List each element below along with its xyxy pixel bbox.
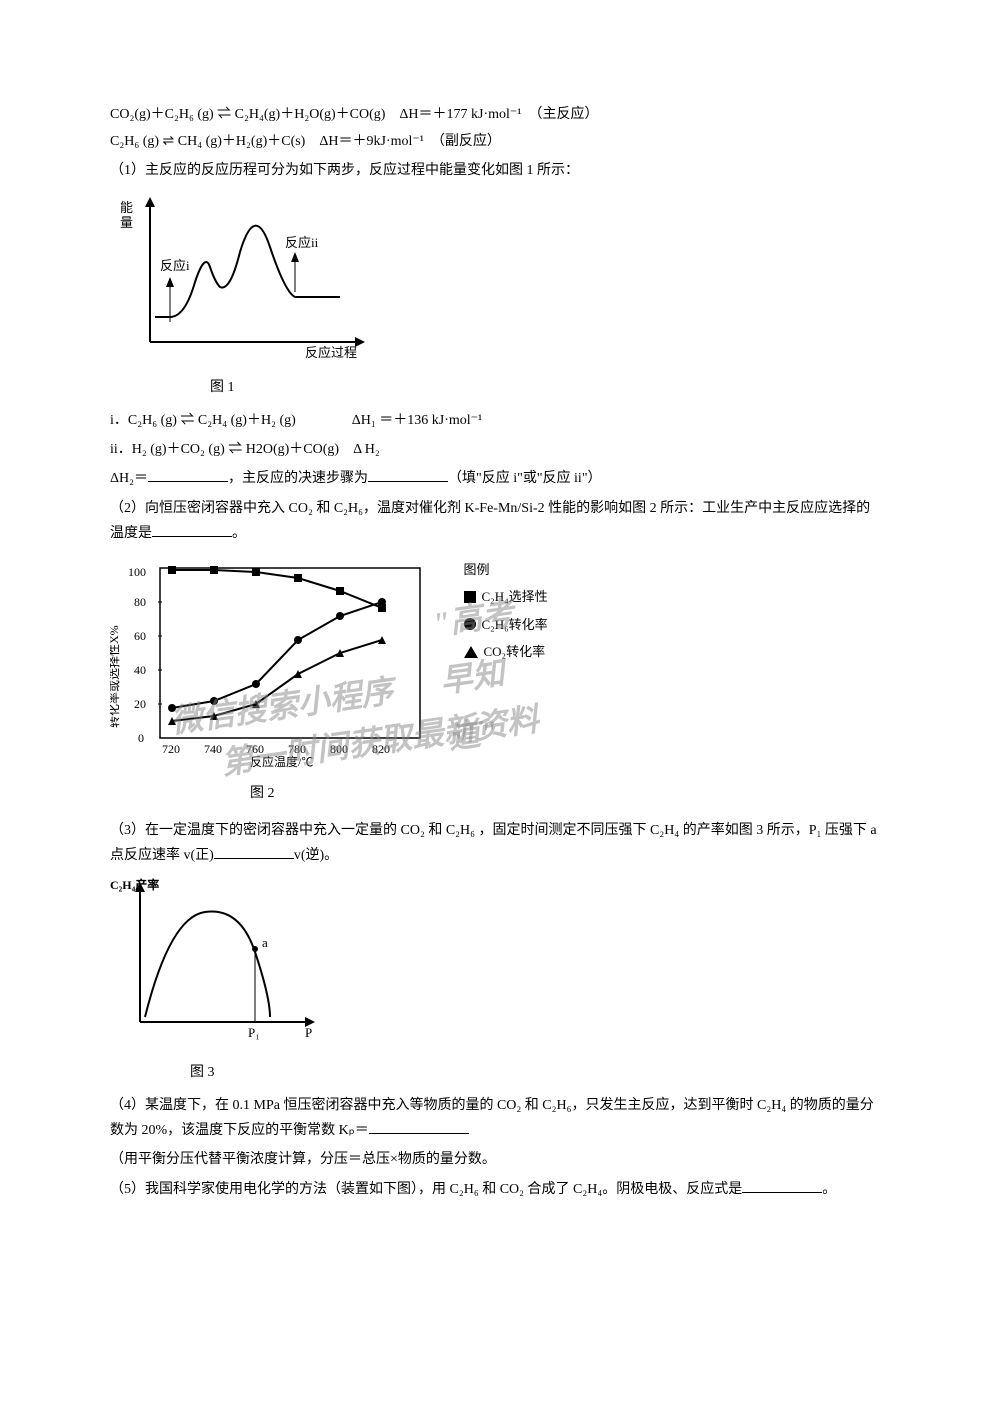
svg-text:780: 780 (288, 742, 306, 756)
figure-1: 能 量 反应过程 反应i 反应ii 图 1 (110, 192, 882, 400)
q1-dh2-b: ，主反应的决速步骤为 (228, 471, 368, 486)
legend-label-2: CO₂转化率 (484, 640, 546, 663)
fig3-point-a: a (262, 935, 268, 950)
circle-marker-icon (464, 618, 476, 630)
q1-dh2-line: ΔH₂＝ ，主反应的决速步骤为 （填"反应 i"或"反应 ii"） (110, 466, 882, 491)
q4-intro-b: （用平衡分压代替平衡浓度计算，分压＝总压×物质的量分数。 (110, 1147, 882, 1172)
legend-label-0: C₂H₄选择性 (482, 585, 548, 608)
q5-intro-b: 。 (822, 1182, 836, 1197)
fig3-xlabel: P (305, 1025, 312, 1040)
q1-step-ii: ii．H₂ (g)＋CO₂ (g) ⇌ H2O(g)＋CO(g) Δ H₂ (110, 437, 882, 462)
q2-suffix: 。 (232, 526, 246, 541)
svg-text:量: 量 (120, 215, 133, 230)
legend-item-selectivity: C₂H₄选择性 (464, 585, 548, 608)
figure-2: 0 20 40 60 80 100 720 740 760 780 800 82… (110, 558, 548, 806)
blank-electrode[interactable] (742, 1177, 822, 1193)
fig1-ylabel: 能 (120, 200, 133, 215)
fig2-ylabel: 转化率或选择性X% (110, 625, 121, 728)
svg-text:20: 20 (134, 697, 146, 711)
fig2-legend: 图例 C₂H₄选择性 C₂H₆转化率 CO₂转化率 (464, 558, 548, 668)
blank-temperature[interactable] (152, 521, 232, 537)
fig2-xlabel: 反应温度/℃ (250, 754, 313, 768)
q4-intro-a: （4）某温度下，在 0.1 MPa 恒压密闭容器中充入等物质的量的 CO₂ 和 … (110, 1098, 874, 1138)
svg-text:820: 820 (372, 742, 390, 756)
square-marker-icon (464, 591, 476, 603)
svg-text:100: 100 (128, 565, 146, 579)
main-reaction-equation: CO₂(g)＋C₂H₆ (g) ⇌ C₂H₄(g)＋H₂O(g)＋CO(g) Δ… (110, 102, 882, 127)
svg-text:760: 760 (246, 742, 264, 756)
legend-label-1: C₂H₆转化率 (482, 613, 548, 636)
blank-dh2[interactable] (148, 466, 228, 482)
q5-intro-a: （5）我国科学家使用电化学的方法（装置如下图），用 C₂H₆ 和 CO₂ 合成了… (110, 1182, 742, 1197)
svg-text:720: 720 (162, 742, 180, 756)
q1-dh2-c: （填"反应 i"或"反应 ii"） (448, 471, 602, 486)
legend-title: 图例 (464, 558, 548, 581)
legend-item-c2h6: C₂H₆转化率 (464, 613, 548, 636)
svg-text:80: 80 (134, 595, 146, 609)
svg-text:0: 0 (138, 731, 144, 745)
fig1-label-r2: 反应ii (285, 235, 319, 250)
q5-intro: （5）我国科学家使用电化学的方法（装置如下图），用 C₂H₆ 和 CO₂ 合成了… (110, 1177, 882, 1202)
triangle-marker-icon (464, 646, 478, 658)
fig1-caption: 图 1 (110, 375, 882, 400)
blank-kp[interactable] (369, 1118, 469, 1134)
chart-svg: 0 20 40 60 80 100 720 740 760 780 800 82… (110, 558, 450, 768)
side-reaction-equation: C₂H₆ (g) ⇌ CH₄ (g)＋H₂(g)＋C(s) ΔH＝＋9kJ·mo… (110, 129, 882, 154)
yield-curve-svg: C₂H₄产率 P a P₁ (110, 877, 330, 1047)
svg-text:740: 740 (204, 742, 222, 756)
fig3-ylabel: C₂H₄产率 (110, 877, 159, 892)
svg-text:40: 40 (134, 663, 146, 677)
q1-dh2-a: ΔH₂＝ (110, 471, 148, 486)
q1-intro: （1）主反应的反应历程可分为如下两步，反应过程中能量变化如图 1 所示： (110, 158, 882, 183)
svg-text:800: 800 (330, 742, 348, 756)
blank-rate-step[interactable] (368, 466, 448, 482)
q2-intro: （2）向恒压密闭容器中充入 CO₂ 和 C₂H₆，温度对催化剂 K-Fe-Mn/… (110, 496, 882, 546)
fig3-caption: 图 3 (110, 1060, 882, 1085)
q1-step-i: i．C₂H₆ (g) ⇌ C₂H₄ (g)＋H₂ (g) ΔH₁ ＝＋136 k… (110, 408, 882, 433)
fig3-p1-marker: P₁ (248, 1025, 260, 1040)
energy-diagram-svg: 能 量 反应过程 反应i 反应ii (110, 192, 390, 362)
blank-rate-compare[interactable] (214, 843, 294, 859)
fig1-xlabel: 反应过程 (305, 345, 357, 360)
figure-3: C₂H₄产率 P a P₁ 图 3 (110, 877, 882, 1085)
q3-intro: （3）在一定温度下的密闭容器中充入一定量的 CO₂ 和 C₂H₆ ，固定时间测定… (110, 818, 882, 868)
q4-intro: （4）某温度下，在 0.1 MPa 恒压密闭容器中充入等物质的量的 CO₂ 和 … (110, 1093, 882, 1143)
fig1-label-r1: 反应i (160, 258, 190, 273)
svg-text:60: 60 (134, 629, 146, 643)
fig2-caption: 图 2 (110, 781, 548, 806)
q3-intro-b: v(逆)。 (294, 848, 338, 863)
legend-item-co2: CO₂转化率 (464, 640, 548, 663)
